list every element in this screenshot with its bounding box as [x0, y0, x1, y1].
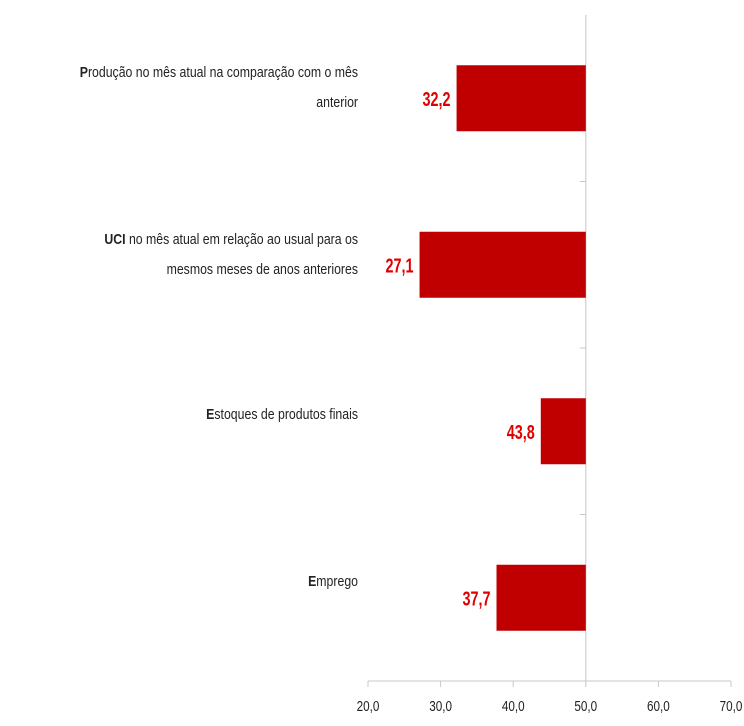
- category-label-text: mprego: [316, 573, 358, 590]
- category-label-text: no mês atual em relação ao usual para os…: [126, 231, 358, 278]
- category-label: Estoques de produtos finais: [55, 400, 358, 430]
- bar-value-label: 27,1: [386, 254, 414, 277]
- x-tick-label: 30,0: [429, 698, 452, 715]
- bar: [420, 232, 586, 298]
- category-label-initial: UCI: [104, 231, 125, 248]
- category-label-initial: E: [308, 573, 316, 590]
- bar: [457, 65, 586, 131]
- bar-value-label: 43,8: [507, 421, 535, 444]
- category-label: Emprego: [55, 567, 358, 597]
- bar-value-label: 37,7: [462, 587, 490, 610]
- x-tick-label: 70,0: [720, 698, 743, 715]
- bar-value-label: 32,2: [423, 88, 451, 111]
- category-label: Produção no mês atual na comparação com …: [55, 58, 358, 118]
- category-label-initial: E: [206, 406, 214, 423]
- bar: [497, 565, 586, 631]
- x-tick-label: 20,0: [357, 698, 380, 715]
- x-tick-label: 50,0: [574, 698, 597, 715]
- category-label: UCI no mês atual em relação ao usual par…: [55, 225, 358, 285]
- category-label-initial: P: [80, 64, 88, 81]
- category-label-text: rodução no mês atual na comparação com o…: [88, 64, 358, 111]
- x-tick-label: 40,0: [502, 698, 525, 715]
- bar: [541, 398, 586, 464]
- x-tick-label: 60,0: [647, 698, 670, 715]
- category-label-text: stoques de produtos finais: [214, 406, 358, 423]
